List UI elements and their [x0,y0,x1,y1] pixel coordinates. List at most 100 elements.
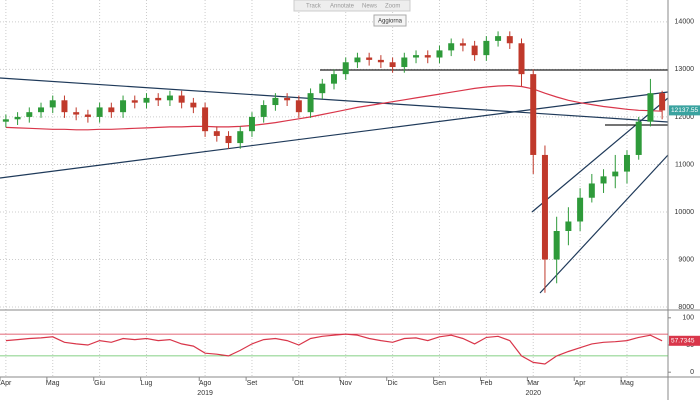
candle-body [659,93,666,111]
x-tick-label: Ott [294,380,303,387]
candle-body [307,93,314,113]
candle-body [331,74,337,84]
trend-line [0,77,669,123]
x-tick-label: Lug [141,380,153,387]
candle-body [342,62,349,75]
candle-body [155,97,162,101]
candle-body [565,221,572,231]
x-tick-label: Ago [199,380,212,387]
toolbar-button[interactable]: Zoom [385,4,400,10]
candle-body [178,95,185,103]
candle-body [61,100,68,113]
x-tick-label: Nov [339,380,352,387]
candle-body [518,43,525,75]
x-tick-label: Feb [480,380,492,387]
candle-body [2,119,9,122]
y-tick-label: 12000 [675,114,695,121]
candle-body [143,97,150,103]
x-tick-label: Mag [46,380,60,387]
x-tick-label: Set [247,380,258,387]
candle-body [530,74,537,155]
candle-body [319,83,326,94]
candle-body [541,154,548,260]
trend-line [539,154,669,294]
moving-average [5,84,663,131]
y-tick-label: 9000 [678,256,694,263]
candle-body [295,100,302,113]
candle-body [366,57,373,60]
candle-body [436,50,443,58]
x-tick-label: Giu [94,380,105,387]
candle-body [260,105,267,117]
refresh-button[interactable]: Aggiorna [378,19,403,25]
refresh-bg[interactable] [373,14,407,27]
y-tick-label: 100 [682,315,694,322]
trend-line [0,91,669,179]
candle-body [635,121,642,155]
x-tick-label: Apr [0,380,12,387]
year-label: 2019 [197,390,213,397]
year-label: 2020 [525,390,541,397]
candle-body [237,131,244,144]
candle-body [495,36,502,41]
candle-body [84,114,91,117]
grid [0,0,668,376]
toolbar-bg [293,0,411,12]
candle-body [600,176,607,184]
candle-body [38,107,45,113]
toolbar-button[interactable]: News [362,4,377,10]
rsi-last: 57.7345 [671,338,695,345]
candle-body [424,55,431,58]
candle-body [120,100,127,113]
candle-body [96,107,103,117]
candle-body [202,107,209,132]
toolbar-button[interactable]: Annotate [330,4,355,10]
y-tick-label: 11000 [675,161,694,168]
candle-body [108,107,115,113]
candle-body [377,59,384,63]
x-tick-label: Dic [388,380,399,387]
candle-body [49,100,56,108]
toolbar: Track Annotate News Zoom Aggiorna [293,0,411,27]
candle-body [588,183,595,198]
x-tick-label: Apr [575,380,587,387]
price-box [669,105,700,116]
candle-body [506,36,513,44]
trend-line [531,97,669,213]
y-tick-label: 14000 [675,19,695,26]
candle-body [14,116,21,120]
candle-body [166,95,173,101]
y-tick-label: 10000 [675,209,695,216]
candle-body [553,231,560,260]
candle-body [612,171,619,177]
x-tick-label: Mar [527,380,540,387]
candle-body [389,62,396,68]
candle-body [413,55,420,58]
y-tick-label: 13000 [675,66,695,73]
candle-body [647,93,654,122]
x-tick-label: Gen [433,380,446,387]
rsi-box [669,335,700,346]
y-tick-label: 8000 [678,304,694,311]
candle-body [623,154,630,172]
candle-body [26,112,33,117]
candle-body [577,197,584,222]
rsi-line [5,333,663,365]
candle-body [459,43,466,46]
candle-body [213,131,220,136]
candle-body [272,97,279,106]
candle-body [483,40,490,56]
candle-body [471,45,478,56]
candle-body [190,102,197,108]
last-price: 12137.55 [671,107,698,114]
candle-body [401,57,408,68]
candle-body [284,97,291,101]
y-tick-label: 0 [690,369,694,376]
toolbar-button[interactable]: Track [306,4,322,10]
candle-body [448,43,455,51]
x-tick-label: Mag [620,380,634,387]
candle-body [225,135,232,144]
candle-body [248,116,255,132]
candle-body [73,112,80,115]
